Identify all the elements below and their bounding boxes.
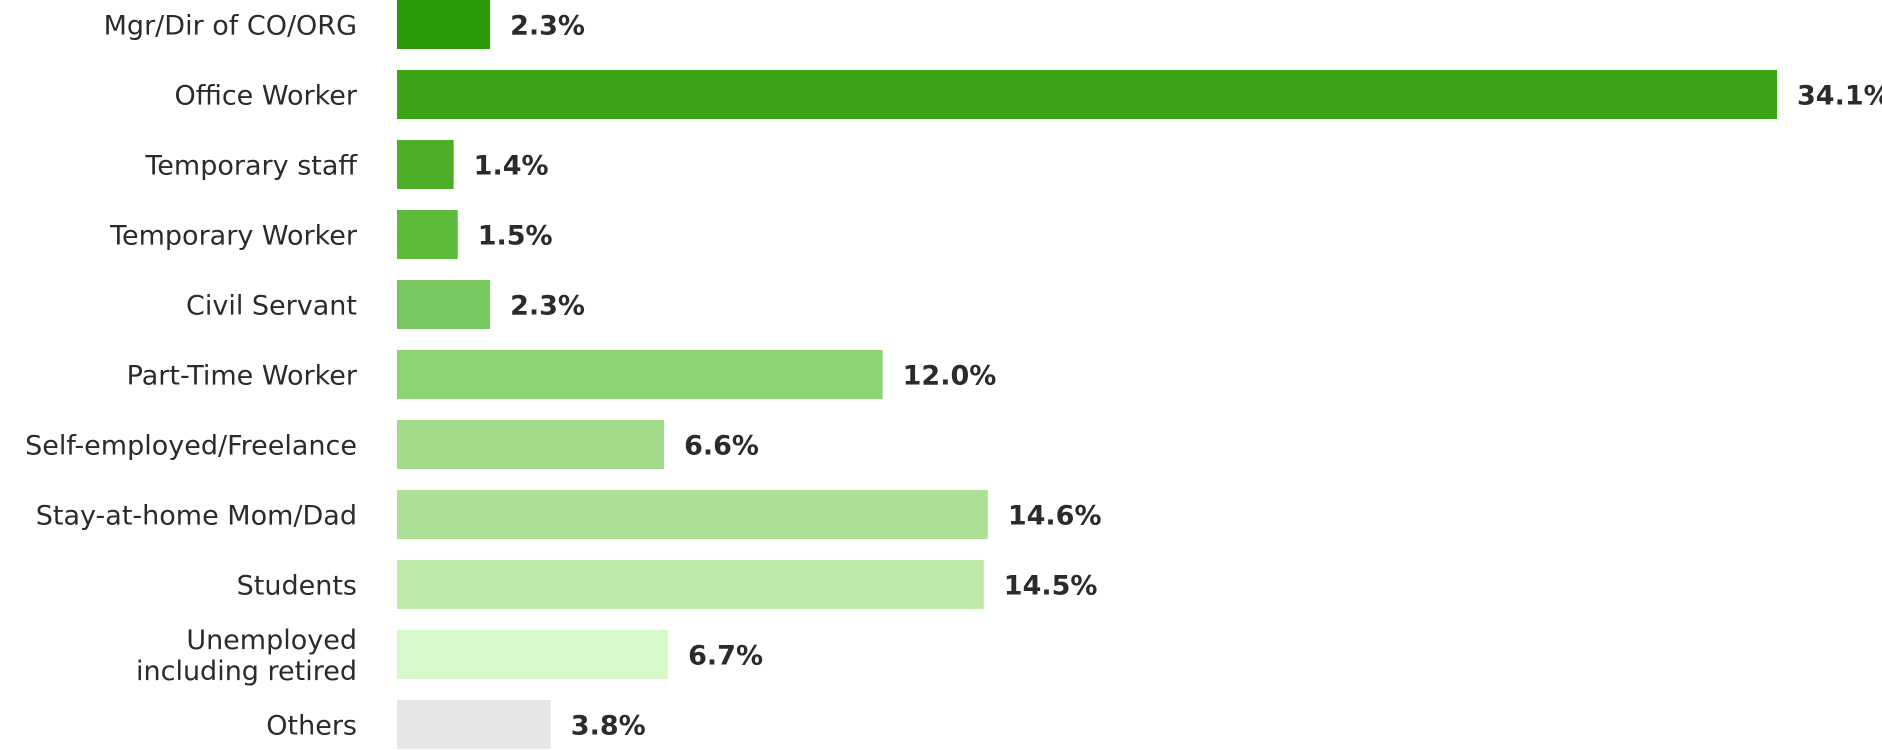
bar-stay-at-home-mom-dad [397,490,988,539]
value-label-others: 3.8% [571,711,646,742]
category-label-unemployed-including-retired: Unemployed including retired [136,625,357,687]
value-label-stay-at-home-mom-dad: 14.6% [1008,501,1102,532]
value-label-self-employed-freelance: 6.6% [684,431,759,462]
value-label-unemployed-including-retired: 6.7% [688,641,763,672]
value-label-office-worker: 34.1% [1797,81,1882,112]
value-label-part-time-worker: 12.0% [903,361,997,392]
bar-office-worker [397,70,1777,119]
bar-temporary-worker [397,210,458,259]
bar-mgr-dir-of-co-org [397,0,491,49]
category-label-stay-at-home-mom-dad: Stay-at-home Mom/Dad [36,501,357,532]
category-label-temporary-staff: Temporary staff [144,151,358,182]
bars-group [397,0,1777,749]
value-labels-group: 2.3% 34.1% 1.4% 1.5% 2.3% 12.0% 6.6% 14.6% 14.5%… [474,11,1882,742]
bar-students [397,560,984,609]
bar-self-employed-freelance [397,420,665,469]
value-label-mgr-dir-of-co-org: 2.3% [510,11,585,42]
category-label-civil-servant: Civil Servant [186,291,357,322]
category-label-temporary-worker: Temporary Worker [109,221,358,252]
category-label-mgr-dir-of-co-org: Mgr/Dir of CO/ORG [104,11,357,42]
bar-part-time-worker [397,350,883,399]
value-label-temporary-staff: 1.4% [474,151,549,182]
bar-unemployed-including-retired [397,630,669,679]
value-label-temporary-worker: 1.5% [478,221,553,252]
value-label-civil-servant: 2.3% [510,291,585,322]
bar-temporary-staff [397,140,454,189]
category-labels-group: Mgr/Dir of CO/ORG Office Worker Temporary … [25,11,358,742]
category-label-self-employed-freelance: Self-employed/Freelance [25,431,357,462]
category-label-others: Others [266,711,357,742]
bar-civil-servant [397,280,491,329]
category-label-students: Students [237,571,357,602]
category-label-office-worker: Office Worker [174,81,357,112]
category-label-part-time-worker: Part-Time Worker [127,361,358,392]
bar-others [397,700,551,749]
value-label-students: 14.5% [1004,571,1098,602]
